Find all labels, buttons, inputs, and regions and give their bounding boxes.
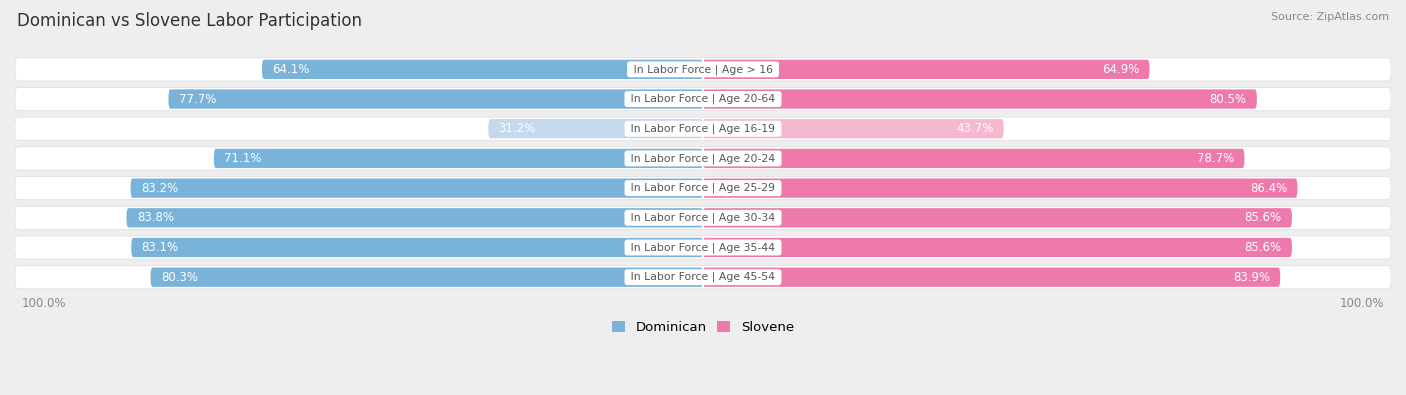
Text: In Labor Force | Age 35-44: In Labor Force | Age 35-44 [627,242,779,253]
FancyBboxPatch shape [703,267,1281,287]
Text: 80.5%: 80.5% [1209,92,1247,105]
Text: In Labor Force | Age 30-34: In Labor Force | Age 30-34 [627,213,779,223]
FancyBboxPatch shape [703,238,1292,257]
Legend: Dominican, Slovene: Dominican, Slovene [607,317,799,338]
Text: 85.6%: 85.6% [1244,241,1282,254]
Text: 100.0%: 100.0% [1340,297,1384,310]
Text: 83.2%: 83.2% [141,182,179,195]
Text: Dominican vs Slovene Labor Participation: Dominican vs Slovene Labor Participation [17,12,361,30]
Text: 83.1%: 83.1% [142,241,179,254]
FancyBboxPatch shape [262,60,703,79]
FancyBboxPatch shape [703,208,1292,228]
FancyBboxPatch shape [703,119,1004,138]
FancyBboxPatch shape [15,206,1391,229]
FancyBboxPatch shape [169,89,703,109]
Text: In Labor Force | Age 16-19: In Labor Force | Age 16-19 [627,124,779,134]
FancyBboxPatch shape [703,149,1244,168]
Text: 85.6%: 85.6% [1244,211,1282,224]
Text: 77.7%: 77.7% [179,92,217,105]
FancyBboxPatch shape [15,177,1391,200]
Text: In Labor Force | Age 25-29: In Labor Force | Age 25-29 [627,183,779,194]
FancyBboxPatch shape [15,87,1391,111]
Text: Source: ZipAtlas.com: Source: ZipAtlas.com [1271,12,1389,22]
Text: 64.9%: 64.9% [1102,63,1139,76]
Text: 43.7%: 43.7% [956,122,993,135]
FancyBboxPatch shape [15,147,1391,170]
FancyBboxPatch shape [703,89,1257,109]
FancyBboxPatch shape [214,149,703,168]
FancyBboxPatch shape [703,179,1298,198]
Text: 86.4%: 86.4% [1250,182,1286,195]
Text: 31.2%: 31.2% [499,122,536,135]
Text: In Labor Force | Age 45-54: In Labor Force | Age 45-54 [627,272,779,282]
Text: 83.9%: 83.9% [1233,271,1270,284]
Text: 71.1%: 71.1% [224,152,262,165]
Text: 100.0%: 100.0% [22,297,66,310]
Text: 64.1%: 64.1% [273,63,309,76]
FancyBboxPatch shape [127,208,703,228]
FancyBboxPatch shape [488,119,703,138]
Text: In Labor Force | Age 20-24: In Labor Force | Age 20-24 [627,153,779,164]
FancyBboxPatch shape [150,267,703,287]
FancyBboxPatch shape [15,58,1391,81]
Text: In Labor Force | Age > 16: In Labor Force | Age > 16 [630,64,776,75]
FancyBboxPatch shape [15,265,1391,289]
FancyBboxPatch shape [131,238,703,257]
FancyBboxPatch shape [703,60,1150,79]
Text: 83.8%: 83.8% [136,211,174,224]
FancyBboxPatch shape [15,236,1391,259]
Text: 78.7%: 78.7% [1197,152,1234,165]
Text: In Labor Force | Age 20-64: In Labor Force | Age 20-64 [627,94,779,104]
FancyBboxPatch shape [15,117,1391,140]
Text: 80.3%: 80.3% [160,271,198,284]
FancyBboxPatch shape [131,179,703,198]
